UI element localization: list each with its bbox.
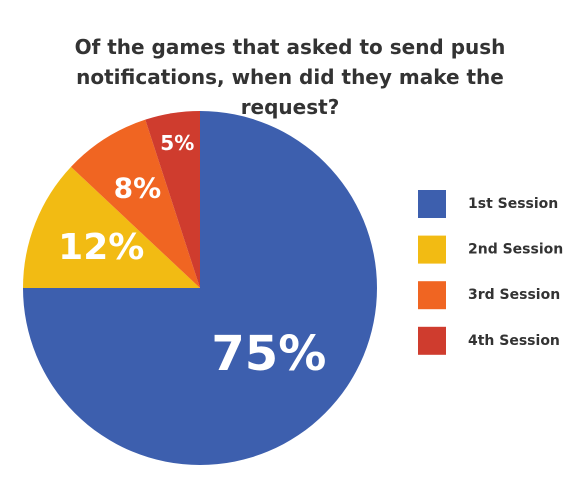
legend-label: 2nd Session bbox=[468, 242, 563, 258]
legend-label: 3rd Session bbox=[468, 287, 560, 303]
pie-slice bbox=[23, 166, 200, 288]
pie-slice bbox=[145, 111, 200, 288]
data-label: 5% bbox=[160, 131, 194, 155]
data-label: 12% bbox=[58, 227, 144, 268]
legend-swatch bbox=[418, 326, 446, 355]
data-label: 8% bbox=[114, 171, 162, 204]
pie-slice bbox=[70, 119, 200, 288]
legend-label: 1st Session bbox=[468, 196, 558, 212]
legend-swatch bbox=[418, 235, 446, 264]
data-label: 75% bbox=[211, 326, 326, 382]
chart-title: Of the games that asked to send push not… bbox=[74, 35, 506, 119]
legend-label: 4th Session bbox=[468, 333, 560, 349]
legend-swatch bbox=[418, 190, 446, 218]
legend-swatch bbox=[418, 281, 446, 310]
